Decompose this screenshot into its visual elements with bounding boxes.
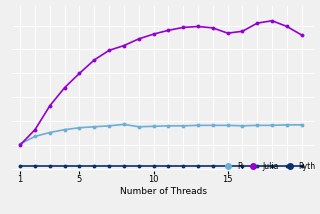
Julia	[137, 38, 141, 40]
Julia	[152, 33, 156, 35]
R	[270, 124, 274, 127]
R	[285, 124, 289, 126]
Julia	[196, 25, 200, 28]
R	[33, 135, 37, 138]
Python	[137, 165, 141, 168]
Julia	[122, 44, 126, 47]
Python	[270, 165, 274, 168]
R	[152, 125, 156, 128]
Julia	[77, 72, 81, 74]
Julia	[241, 30, 244, 33]
Julia	[285, 25, 289, 28]
Python	[33, 165, 37, 168]
Python	[122, 165, 126, 168]
Python	[300, 165, 304, 168]
Julia	[33, 128, 37, 131]
R	[48, 131, 52, 134]
Python	[211, 165, 215, 168]
Python	[107, 165, 111, 168]
R	[241, 125, 244, 127]
Python	[166, 165, 170, 168]
Line: R: R	[18, 122, 304, 146]
Python	[196, 165, 200, 168]
Julia	[181, 26, 185, 29]
R	[196, 124, 200, 127]
Python	[226, 165, 229, 168]
Julia	[92, 59, 96, 61]
Python	[241, 165, 244, 168]
R	[122, 123, 126, 126]
Python	[181, 165, 185, 168]
R	[166, 125, 170, 127]
R	[226, 124, 229, 127]
Python	[152, 165, 156, 168]
Julia	[18, 144, 22, 146]
R	[211, 124, 215, 127]
Julia	[270, 19, 274, 22]
Python	[77, 165, 81, 168]
Python	[285, 165, 289, 168]
R	[92, 125, 96, 128]
Python	[18, 165, 22, 168]
Julia	[48, 104, 52, 107]
Julia	[255, 22, 259, 24]
R	[137, 125, 141, 128]
Julia	[166, 29, 170, 32]
R	[77, 126, 81, 129]
Julia	[211, 27, 215, 29]
Line: Python: Python	[18, 165, 304, 168]
Python	[92, 165, 96, 168]
R	[18, 143, 22, 145]
Line: Julia: Julia	[18, 19, 304, 147]
R	[63, 128, 67, 131]
Julia	[63, 86, 67, 89]
Legend: R, Julia, Pyth: R, Julia, Pyth	[220, 162, 316, 171]
Julia	[107, 49, 111, 52]
Julia	[300, 34, 304, 36]
X-axis label: Number of Threads: Number of Threads	[120, 187, 207, 196]
Python	[255, 165, 259, 168]
R	[300, 124, 304, 126]
Julia	[226, 32, 229, 34]
R	[255, 124, 259, 127]
R	[107, 125, 111, 127]
Python	[63, 165, 67, 168]
R	[181, 125, 185, 127]
Python	[48, 165, 52, 168]
